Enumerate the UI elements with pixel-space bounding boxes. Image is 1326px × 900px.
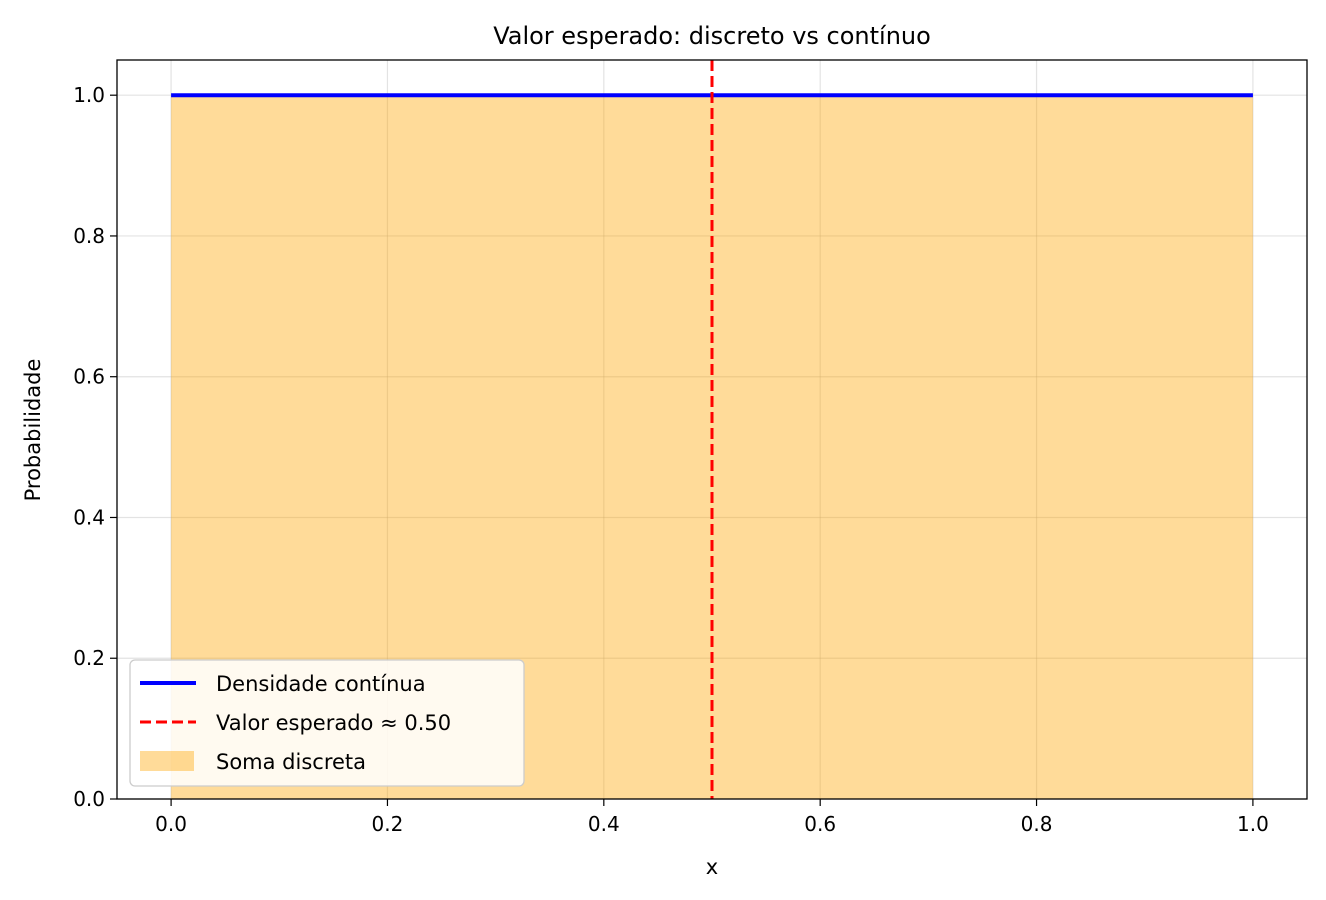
- legend: Densidade contínua Valor esperado ≈ 0.50 S…: [129, 659, 525, 787]
- legend-label: Valor esperado ≈ 0.50: [216, 711, 451, 735]
- legend-swatch-area: [140, 751, 194, 771]
- x-tick-label: 0.4: [588, 812, 620, 836]
- x-tick-label: 0.8: [1021, 812, 1053, 836]
- y-tick-label: 0.2: [73, 646, 105, 670]
- plot-marks: [171, 60, 1253, 799]
- chart-title: Valor esperado: discreto vs contínuo: [493, 22, 931, 50]
- x-tick-label: 1.0: [1237, 812, 1269, 836]
- y-tick-label: 0.8: [73, 224, 105, 248]
- legend-label: Densidade contínua: [216, 672, 426, 696]
- y-tick-label: 0.0: [73, 787, 105, 811]
- legend-box: [129, 659, 525, 787]
- x-tick-label: 0.2: [372, 812, 404, 836]
- plot-frame: [116, 59, 1308, 800]
- x-axis-label: x: [706, 855, 718, 879]
- y-axis-label: Probabilidade: [21, 359, 45, 502]
- y-tick-label: 0.6: [73, 365, 105, 389]
- x-tick-label: 0.6: [804, 812, 836, 836]
- legend-label: Soma discreta: [216, 750, 366, 774]
- y-tick-label: 0.4: [73, 505, 105, 529]
- y-tick-label: 1.0: [73, 83, 105, 107]
- x-axis: 0.0 0.2 0.4 0.6 0.8 1.0: [155, 799, 1269, 836]
- x-tick-label: 0.0: [155, 812, 187, 836]
- y-axis: 0.0 0.2 0.4 0.6 0.8 1.0: [73, 83, 117, 811]
